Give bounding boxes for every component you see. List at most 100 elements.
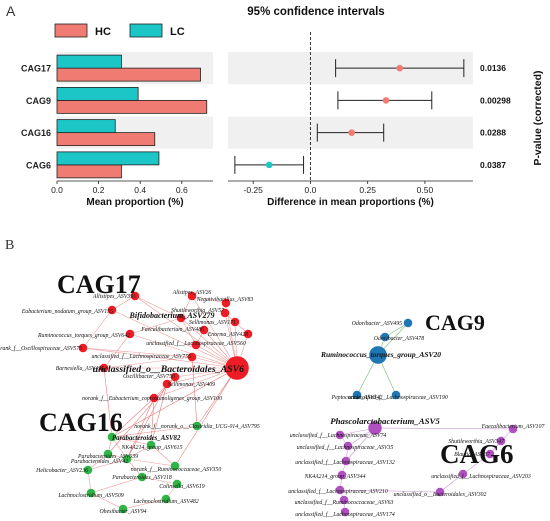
network-node-label: unclassified_o__Bacteroidales_ASV302 [394,491,487,498]
network-node-cag6 [340,507,350,517]
network-node-label: unclassified_f__Lachnospiraceae_ASV560 [146,340,246,347]
network-node-cag16 [146,440,156,450]
network-node-label: unclassified_f__Lachnospiraceae_ASV35 [297,444,394,451]
network-node-label: Sellimonas_ASV409 [168,381,215,388]
network-edge [345,427,376,462]
bar-x-tick-label: 0.6 [176,185,188,195]
network-node-cag6 [335,485,345,495]
bar-chart-legend: HC LC [54,23,185,38]
bar-category-label-CAG16: CAG16 [21,128,51,138]
network-node-label: Alistipes_ASV26 [172,290,212,296]
legend-swatch-HC [54,23,88,38]
network-edge [141,476,178,485]
ci-x-tick-label: 0.25 [359,185,376,195]
network-node-cag6 [343,441,353,451]
network-node-cag9 [403,318,413,328]
ci-point-CAG9 [382,97,390,104]
network-node-cag17 [78,343,88,353]
network-node-cag6 [508,424,518,434]
network-edge [90,476,143,494]
network-nodes [78,291,518,517]
ci-point-CAG16 [348,129,355,136]
network-node-cag17 [221,298,231,308]
network-node-label: Allistipes_ASV391 [92,294,136,300]
network-node-label: Phascolarctobacterium_ASV5 [330,416,440,426]
legend-label-HC: HC [95,26,111,38]
network-node-label: norank_f__norank_o__Clostridia_UCG-014_A… [134,423,260,430]
ci-x-tick-label: -0.25 [243,185,263,195]
network-node-cag6 [337,470,347,480]
network-node-cag17 [224,355,250,381]
network-node-label: Peptococcus_ASV342 [331,394,383,401]
network-node-cag6 [341,456,351,466]
network-group-label-cag17: CAG17 [57,270,141,299]
bar-CAG17-HC [56,67,201,82]
network-node-label: norank_f__Ruminococcaceae_ASV350 [131,466,222,473]
pvalue-CAG6: 0.0387 [480,160,506,170]
bar-category-label-CAG9: CAG9 [26,96,51,106]
network-node-label: unclassified_f__Lachnospiraceae_ASV203 [431,473,531,480]
network-node-label: Sellimonas_ASV171 [189,320,236,326]
network-edge [191,295,227,304]
network-node-label: Shuttleworthia_ASV57 [171,308,225,314]
network-node-cag17 [170,372,180,382]
network-node-label: Eubacterium_nodatum_group_ASV155 [21,309,113,315]
network-node-label: Blautia_ASV37 [454,452,491,458]
network-edge [122,498,167,510]
network-node-label: Odoribacter_ASV478 [374,335,424,342]
network-node-cag17 [199,325,209,335]
network-node-cag6 [485,449,495,459]
legend-swatch-LC [129,23,163,38]
network-node-label: norank_f__Oscillospiraceae_ASV575 [0,345,82,352]
bar-x-axis-label: Mean proportion (%) [86,197,183,208]
network-node-label: Ruminococcus_torques_group_ASV642 [37,332,130,339]
network-node-cag17 [187,291,197,301]
network-node-cag16 [161,494,171,504]
network-node-cag16 [118,504,128,514]
network-node-label: Ruminococcus_torques_group_ASV20 [320,350,441,359]
network-edge-inter [103,367,113,438]
bar-x-tick-label: 0.2 [93,185,105,195]
network-node-cag16 [86,488,96,498]
network-group-labels: CAG17 CAG9 CAG16 CAG6 [39,270,514,469]
network-edge [134,295,238,369]
network-node-cag17 [149,393,159,403]
network-edge [129,333,238,369]
network-edge [180,317,197,346]
ci-chart-title: 95% confidence intervals [247,6,384,18]
network-node-label: Bifidobacterium_ASV279 [129,311,215,320]
network-node-cag16 [122,454,132,464]
network-node-cag9 [368,345,388,365]
network-edge [374,427,514,430]
network-node-label: Faecalibacterium_ASV486 [140,326,204,333]
network-edge-inter [126,397,155,460]
network-node-label: Enorma_ASV428 [207,331,248,338]
network-group-label-cag6: CAG6 [440,439,514,469]
network-node-label: Odoribacter_ASV495 [352,320,402,327]
network-node-label: Faecalibacterium_ASV107 [481,424,546,430]
network-node-label: Oscillibacter_ASV750 [123,374,175,380]
network-node-label: unclassified_f__Lachnospiraceae_ASV74 [290,432,387,439]
network-node-cag17 [176,313,186,323]
network-edge-inter [150,383,168,446]
bar-chart-axes: CAG17 CAG9 CAG16 CAG6 0.0 0.2 0.4 0.6 Mean propo… [21,64,213,208]
network-group-label-cag9: CAG9 [425,310,485,335]
network-node-cag17 [107,305,117,315]
network-edge [339,489,441,493]
network-node-cag16 [107,432,117,442]
network-node-label: Negativibacillus_ASV83 [196,297,254,303]
network-edge-inter [150,397,155,446]
network-node-label: Parabacteroides_ASV118 [111,475,172,481]
network-edge [150,444,176,467]
network-edge-inter [107,376,176,455]
network-edge-inter [111,397,155,438]
network-edge [90,492,124,510]
network-edge [111,309,238,369]
network-edge [439,473,464,493]
network-node-cag16 [83,465,93,475]
network-node-cag16 [103,449,113,459]
network-node-label: Lachnoclostridium_ASV482 [132,498,198,505]
bar-category-label-CAG6: CAG6 [26,160,51,170]
bar-category-label-CAG17: CAG17 [21,64,51,74]
